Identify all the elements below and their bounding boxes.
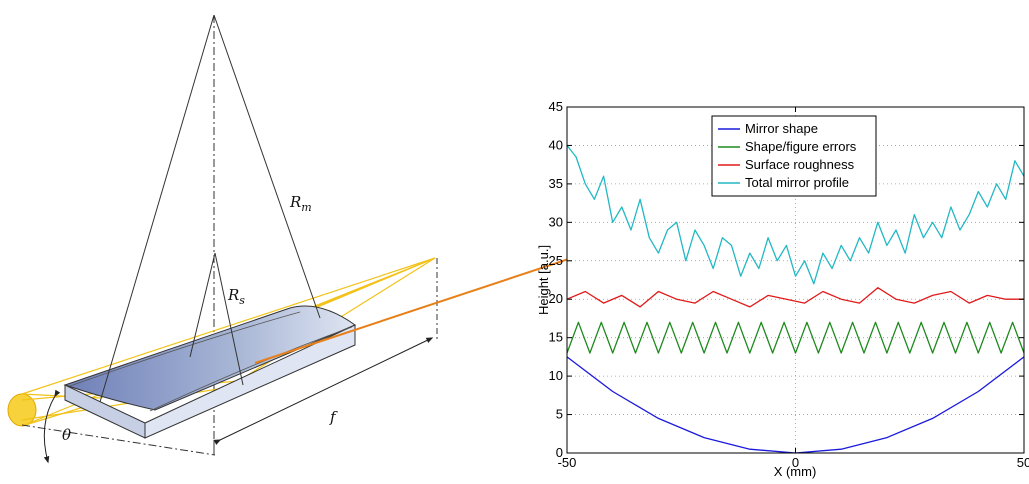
series-line-3 [566,144,1025,285]
label-f: f [329,408,338,426]
y-tick-label: 10 [549,368,563,383]
x-tick-label: 0 [792,455,799,470]
label-rs: Rs [227,286,245,307]
focal-dimension [213,258,438,455]
series-line-1 [566,321,1025,354]
meridional-radius-lines [99,14,321,403]
legend-entry: Mirror shape [745,121,818,136]
y-tick-label: 40 [549,137,563,152]
x-tick-label: 50 [1017,455,1029,470]
y-tick-label: 45 [549,99,563,114]
legend-entry: Surface roughness [745,157,855,172]
mirror-diagram: Rm Rs f θ [7,14,648,464]
y-tick-label: 35 [549,176,563,191]
angle-dimension [21,389,216,464]
y-tick-label: 25 [549,253,563,268]
legend-entry: Shape/figure errors [745,139,857,154]
label-theta: θ [62,426,71,444]
x-axis-label: X (mm) [774,464,817,479]
x-tick-label: -50 [558,455,577,470]
series-line-2 [566,287,1024,308]
x-axis-ticks: -50 0 50 [558,107,1029,470]
y-axis-ticks: 0 5 10 15 20 25 30 35 40 45 [549,99,1024,460]
y-tick-label: 20 [549,291,563,306]
legend-entry: Total mirror profile [745,175,849,190]
y-tick-label: 5 [556,407,563,422]
y-tick-label: 30 [549,214,563,229]
y-axis-label: Height [a.u.] [536,245,551,315]
label-rm: Rm [289,193,312,214]
y-tick-label: 15 [549,330,563,345]
y-tick-label: 0 [556,445,563,460]
chart-legend: Mirror shape Shape/figure errors Surface r… [711,115,877,197]
